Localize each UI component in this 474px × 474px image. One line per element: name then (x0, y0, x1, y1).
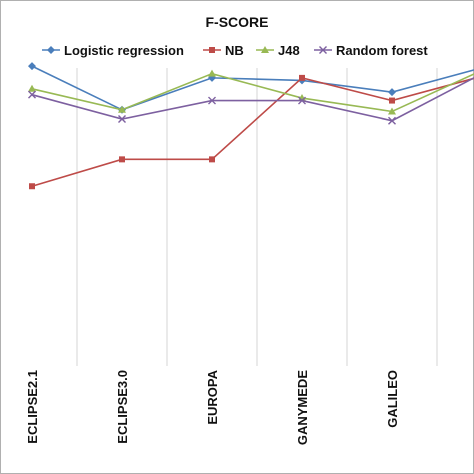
legend-item-nb: NB (203, 43, 244, 58)
series-nb (29, 74, 474, 190)
legend-item-j48: J48 (256, 43, 300, 58)
series-line-j48 (31, 72, 474, 113)
data-point-random-forest (28, 90, 36, 99)
data-point-j48 (388, 107, 396, 115)
data-point-nb (209, 156, 215, 163)
data-point-random-forest (208, 96, 216, 105)
legend-label-j48: J48 (278, 43, 300, 58)
legend-label-random-forest: Random forest (336, 43, 428, 58)
data-point-random-forest (388, 116, 396, 125)
data-point-nb (119, 156, 125, 163)
series-line-nb (31, 76, 474, 188)
x-tick-label-galileo: GALILEO (385, 370, 400, 428)
data-point-nb (389, 97, 395, 104)
data-point-random-forest (298, 96, 306, 105)
data-point-logistic-regression (28, 62, 36, 71)
series-line-random-forest (31, 76, 474, 122)
data-point-logistic-regression (388, 88, 396, 97)
data-point-j48 (118, 105, 126, 113)
legend-item-logistic-regression: Logistic regression (42, 43, 184, 58)
series-layer (28, 62, 474, 190)
data-point-j48 (208, 69, 216, 77)
legend: Logistic regression NB J48 Random forest (42, 43, 428, 58)
chart-title: F-SCORE (206, 14, 269, 30)
x-tick-label-europa: EUROPA (205, 369, 220, 424)
legend-item-random-forest: Random forest (314, 43, 428, 58)
data-point-nb (29, 183, 35, 190)
series-random-forest (28, 76, 474, 125)
series-line-logistic-regression (31, 65, 474, 111)
data-point-nb (299, 74, 305, 81)
x-tick-label-ganymede: GANYMEDE (295, 370, 310, 445)
x-tick-label-eclipse2-1: ECLIPSE2.1 (25, 370, 40, 444)
legend-marker-random-forest (319, 46, 327, 54)
data-point-random-forest (118, 115, 126, 124)
legend-marker-logistic-regression (47, 46, 55, 54)
legend-label-logistic-regression: Logistic regression (64, 43, 184, 58)
legend-label-nb: NB (225, 43, 244, 58)
x-tick-label-eclipse3-0: ECLIPSE3.0 (115, 370, 130, 444)
legend-marker-j48 (261, 46, 269, 53)
data-point-j48 (28, 84, 36, 92)
legend-marker-nb (209, 47, 215, 53)
x-tick-labels: ECLIPSE2.1 ECLIPSE3.0 EUROPA GANYMEDE GALILE… (25, 369, 400, 445)
